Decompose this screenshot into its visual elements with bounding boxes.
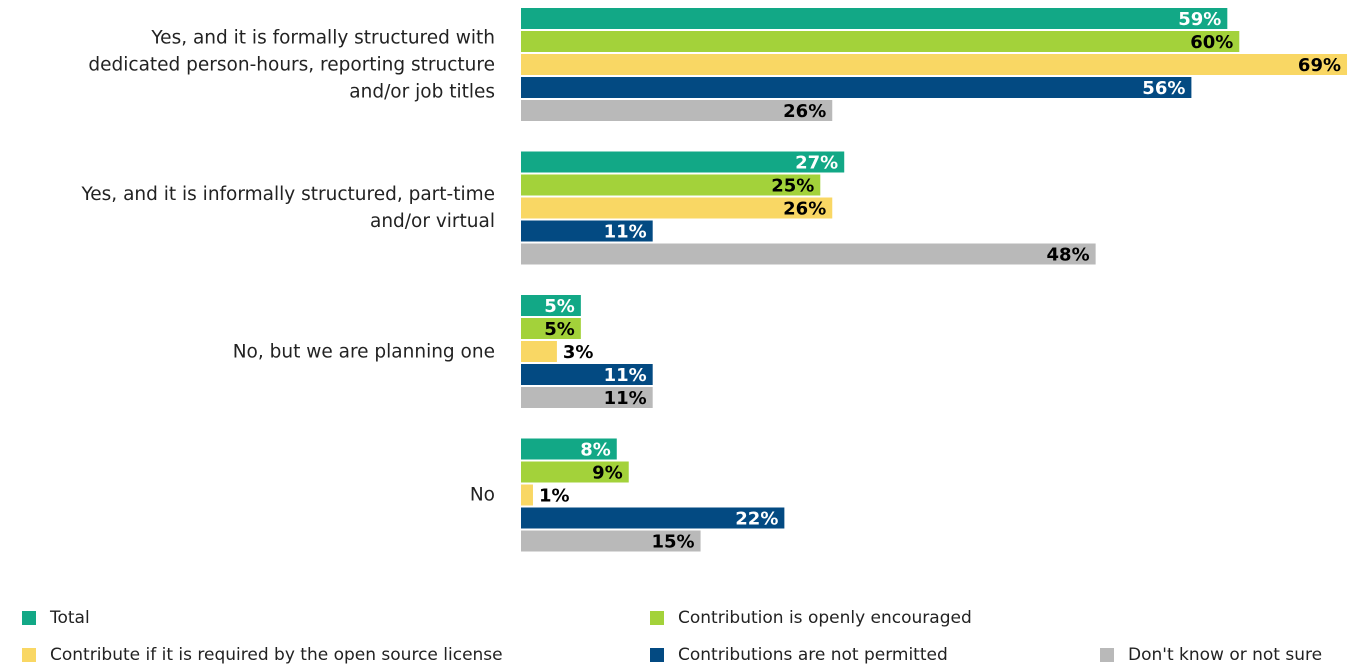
legend-label: Contribute if it is required by the open…	[50, 645, 503, 665]
bar	[521, 77, 1192, 98]
value-label: 69%	[1298, 55, 1341, 76]
bar	[521, 318, 581, 339]
bar	[521, 461, 629, 483]
category-label: Yes, and it is informally structured, pa…	[81, 184, 495, 232]
value-label: 26%	[783, 101, 826, 122]
bar	[521, 31, 1240, 52]
value-label: 48%	[1047, 245, 1090, 266]
value-label: 60%	[1190, 32, 1233, 53]
legend-swatch	[650, 611, 664, 625]
bar	[521, 54, 1348, 75]
bar	[521, 530, 701, 552]
bar	[521, 100, 833, 121]
value-label: 26%	[783, 199, 826, 220]
bar	[521, 387, 653, 408]
bar	[521, 174, 821, 196]
value-label: 59%	[1178, 9, 1221, 30]
value-label: 25%	[771, 176, 814, 197]
category-label: No, but we are planning one	[232, 341, 495, 362]
legend-swatch	[1100, 648, 1114, 662]
bar	[521, 507, 785, 529]
value-label: 15%	[651, 532, 694, 553]
value-label: 27%	[795, 153, 838, 174]
bar	[521, 484, 533, 506]
legend-swatch	[22, 648, 36, 662]
legend-label: Contributions are not permitted	[678, 645, 948, 665]
value-label: 5%	[544, 296, 575, 317]
value-label: 11%	[604, 365, 647, 386]
category-label: Yes, and it is formally structured with …	[88, 27, 495, 102]
bar	[521, 197, 833, 219]
bar	[521, 8, 1228, 29]
value-label: 1%	[539, 486, 570, 507]
bar	[521, 220, 653, 242]
category-label: No	[469, 484, 495, 506]
bar	[521, 341, 557, 362]
value-label: 22%	[735, 509, 778, 530]
value-label: 9%	[592, 463, 623, 484]
bar	[521, 364, 653, 385]
legend-swatch	[22, 611, 36, 625]
legend-label: Total	[49, 608, 90, 628]
value-label: 8%	[580, 440, 611, 461]
bar	[521, 243, 1096, 265]
value-label: 11%	[604, 388, 647, 409]
legend-swatch	[650, 648, 664, 662]
value-label: 11%	[604, 222, 647, 243]
bar	[521, 151, 845, 173]
value-label: 5%	[544, 319, 575, 340]
value-label: 56%	[1142, 78, 1185, 99]
legend-label: Contribution is openly encouraged	[678, 608, 972, 628]
value-label: 3%	[563, 342, 594, 363]
bar	[521, 295, 581, 316]
bar	[521, 438, 617, 460]
legend-label: Don't know or not sure	[1128, 645, 1322, 665]
